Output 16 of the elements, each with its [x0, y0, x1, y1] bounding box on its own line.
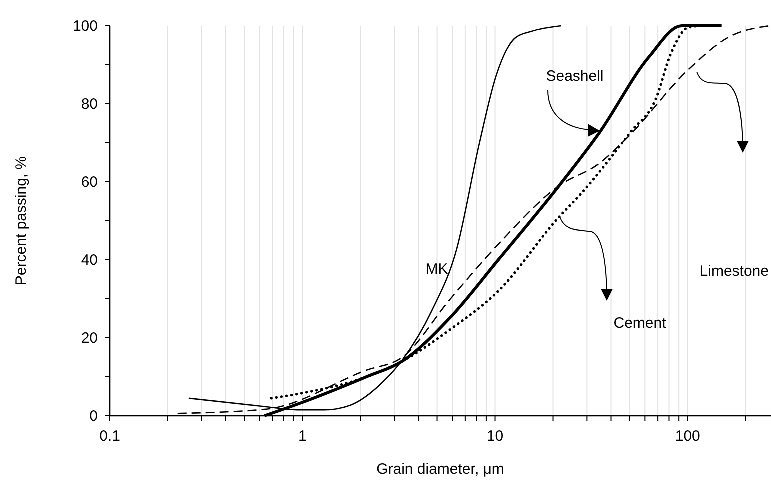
x-tick-label: 1 [298, 428, 307, 445]
x-tick-label: 0.1 [100, 428, 120, 445]
annotation: Cement [614, 315, 668, 332]
annotation: MK [426, 261, 448, 278]
y-tick-label: 100 [72, 18, 98, 35]
y-tick-label: 40 [81, 252, 98, 269]
annotation: Seashell [546, 68, 604, 85]
x-tick-label: 100 [675, 428, 700, 445]
y-tick-label: 20 [81, 330, 98, 347]
y-tick-label: 0 [90, 408, 98, 425]
x-axis-title: Grain diameter, μm [376, 461, 504, 478]
y-tick-label: 80 [81, 96, 98, 113]
x-tick-label: 10 [486, 428, 504, 445]
annotation: Limestone [700, 263, 769, 280]
y-tick-label: 60 [81, 174, 98, 191]
y-axis-title: Percent passing, % [13, 156, 30, 286]
